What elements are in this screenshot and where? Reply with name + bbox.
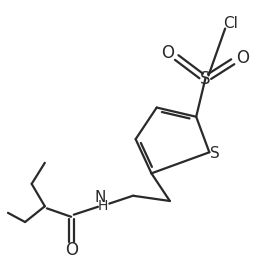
Text: N: N	[95, 189, 106, 204]
Text: H: H	[98, 199, 108, 213]
Text: S: S	[200, 70, 211, 88]
Text: O: O	[236, 49, 249, 67]
Text: S: S	[210, 146, 220, 161]
Text: Cl: Cl	[223, 16, 238, 31]
Text: O: O	[161, 44, 174, 62]
Text: O: O	[65, 241, 78, 259]
